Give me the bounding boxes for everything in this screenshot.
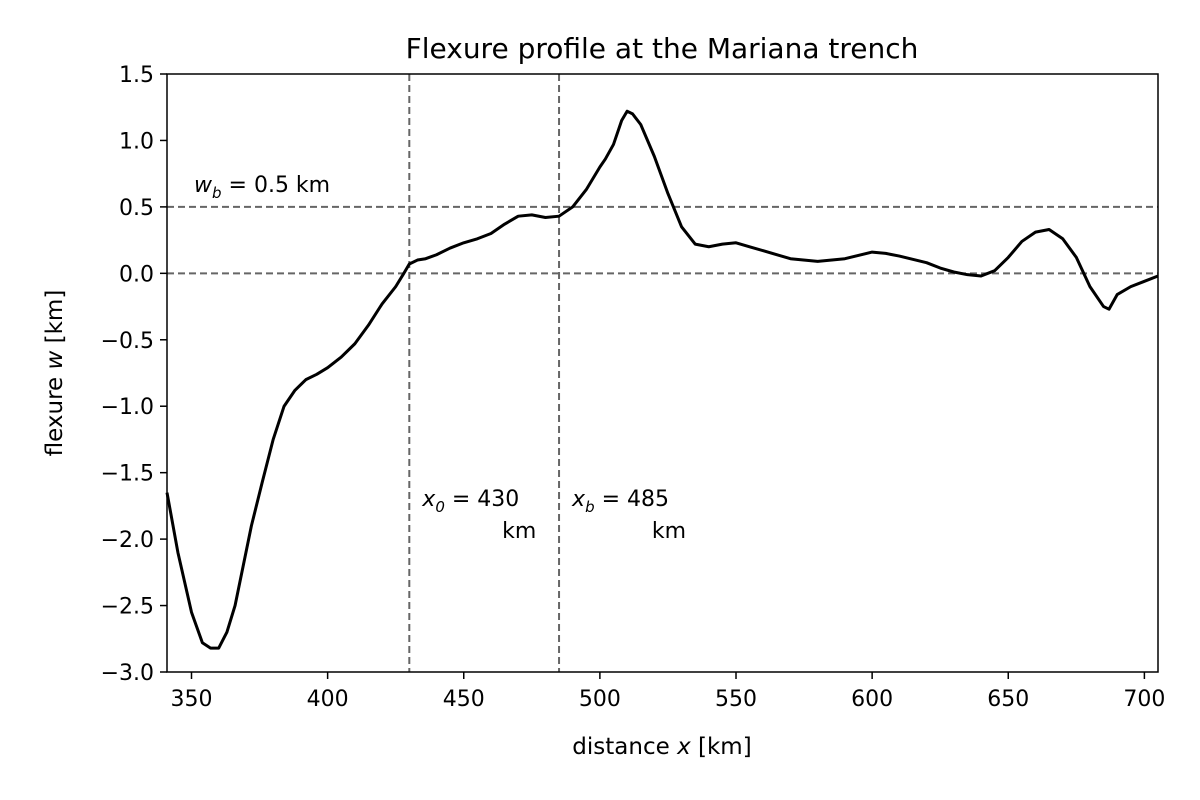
y-tick-label-9: −3.0 — [101, 661, 154, 686]
annotations: wb = 0.5 km x0 = 430 km xb = 485 km — [194, 173, 686, 544]
y-axis-label-var: w — [42, 350, 68, 369]
y-tick-label-2: 0.5 — [119, 196, 154, 221]
y-tick-label-4: −0.5 — [101, 329, 154, 354]
reference-label-unit-v-2: km — [502, 519, 536, 544]
y-tick-label-7: −2.0 — [101, 528, 154, 553]
x-tick-label-0: 350 — [171, 687, 213, 712]
x-axis-label-prefix: distance — [572, 734, 677, 760]
x-axis-label-suffix: [km] — [691, 734, 752, 760]
x-tick-label-3: 500 — [579, 687, 621, 712]
y-axis-label: flexure w [km] — [42, 290, 68, 457]
reference-lines — [167, 74, 1158, 672]
x-tick-label-7: 700 — [1123, 687, 1165, 712]
y-tick-label-8: −2.5 — [101, 595, 154, 620]
reference-label-unit-v-3: km — [652, 519, 686, 544]
y-tick-label-1: 1.0 — [119, 129, 154, 154]
y-tick-label-3: 0.0 — [119, 262, 154, 287]
reference-label-v-3: xb = 485 — [571, 487, 669, 516]
x-tick-label-5: 600 — [851, 687, 893, 712]
series-group — [165, 109, 1159, 650]
plot-frame — [166, 73, 1159, 673]
x-tick-label-6: 650 — [987, 687, 1029, 712]
reference-label-v-2: x0 = 430 — [421, 487, 519, 516]
y-tick-label-5: −1.0 — [101, 395, 154, 420]
series-line-0 — [165, 109, 1159, 650]
x-axis-label-var: x — [676, 734, 691, 760]
y-tick-label-0: 1.5 — [119, 63, 154, 88]
x-tick-label-2: 450 — [443, 687, 485, 712]
reference-label-h-0: wb = 0.5 km — [194, 173, 330, 202]
y-tick-label-6: −1.5 — [101, 462, 154, 487]
y-axis-label-prefix: flexure — [42, 369, 68, 456]
x-tick-label-1: 400 — [307, 687, 349, 712]
axis-ticks: 350 400 450 500 550 600 650 700 1.5 1.0 0.5 0.0 −0.5… — [101, 63, 1166, 712]
x-tick-label-4: 550 — [715, 687, 757, 712]
x-axis-label: distance x [km] — [572, 734, 751, 760]
y-axis-label-suffix: [km] — [42, 290, 68, 351]
chart-title: Flexure profile at the Mariana trench — [406, 32, 919, 65]
